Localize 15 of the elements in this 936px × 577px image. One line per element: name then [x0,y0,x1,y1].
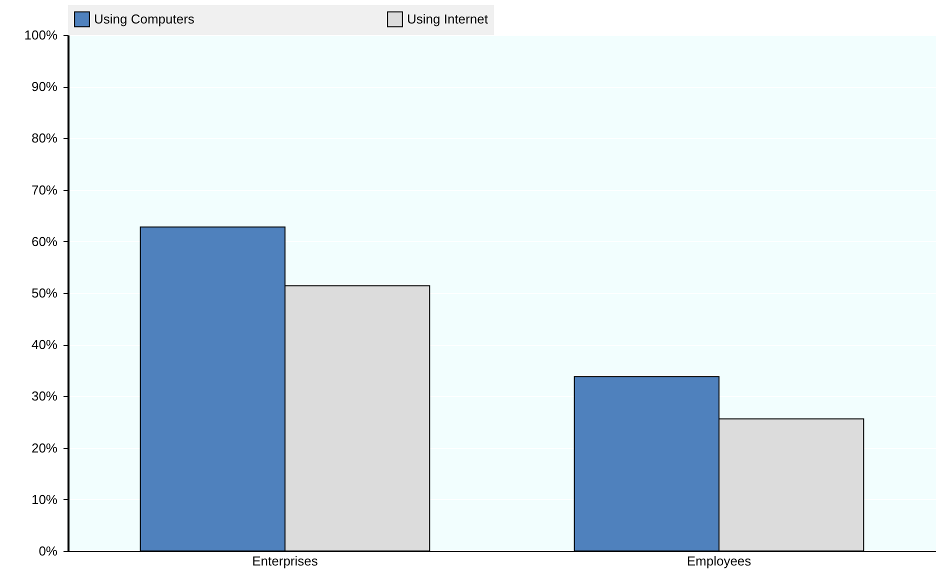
legend-label: Using Computers [94,11,195,26]
y-tick-label: 70% [31,182,58,198]
y-tick-label: 40% [31,337,58,352]
y-tick-label: 20% [31,440,58,456]
y-tick-label: 90% [31,79,58,94]
y-tick-label: 60% [31,234,58,249]
legend-label: Using Internet [407,11,488,26]
x-tick-label: Enterprises [252,554,318,568]
x-tick-label: Employees [686,554,752,568]
y-tick-label: 50% [31,286,58,300]
y-tick-label: 10% [31,492,58,507]
y-tick-label: 0% [38,544,58,558]
y-tick-label: 100% [24,28,58,42]
y-tick-label: 80% [31,130,58,146]
y-tick-label: 30% [31,388,58,404]
